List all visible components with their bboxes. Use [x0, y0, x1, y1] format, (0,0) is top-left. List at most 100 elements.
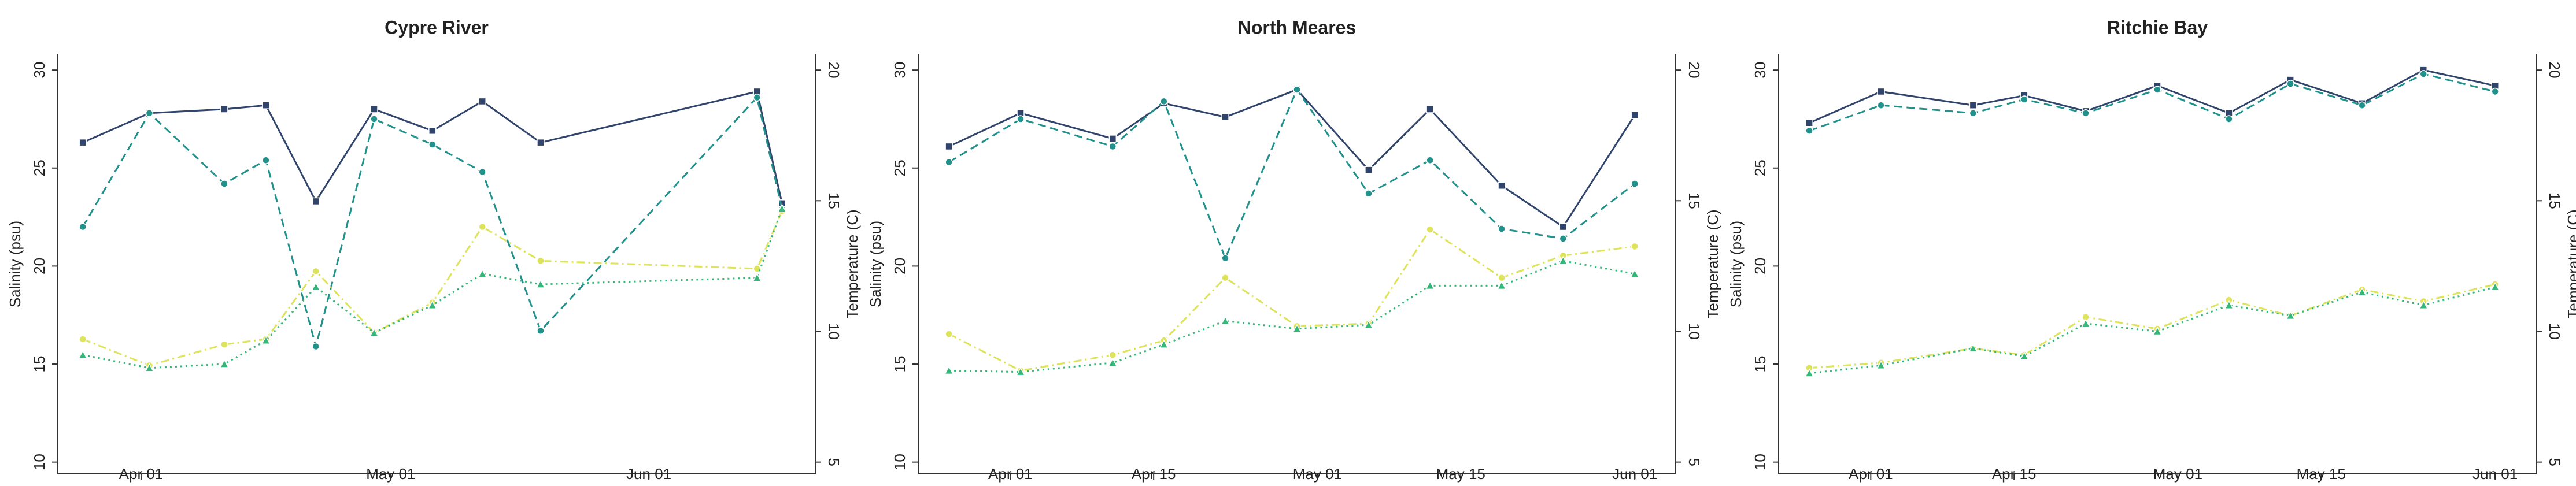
point — [1498, 273, 1506, 282]
point — [1220, 316, 1230, 325]
y2-tick-label: 20 — [2546, 62, 2563, 79]
point — [1631, 111, 1639, 119]
point — [2225, 115, 2233, 123]
point — [77, 350, 88, 359]
point — [478, 168, 486, 176]
point — [1804, 368, 1814, 377]
point — [2080, 318, 2091, 328]
point — [1876, 360, 1886, 370]
point — [1426, 156, 1434, 164]
point — [944, 365, 954, 375]
point — [145, 363, 154, 372]
y2-axis-label: Temperature (C) — [844, 209, 861, 318]
x-tick-label: May 01 — [2153, 465, 2202, 483]
point — [79, 335, 87, 343]
chart-title: North Meares — [1238, 17, 1357, 38]
x-tick-label: Apr 01 — [988, 465, 1033, 483]
y-tick-label: 25 — [31, 159, 48, 176]
point — [945, 158, 953, 166]
x-tick-label: May 01 — [1293, 465, 1342, 483]
x-tick-label: May 15 — [2297, 465, 2346, 483]
point — [79, 138, 87, 147]
y-tick-label: 15 — [31, 356, 48, 373]
y2-tick-label: 20 — [825, 62, 842, 79]
point — [1293, 86, 1301, 94]
y2-tick-label: 5 — [2546, 458, 2563, 466]
x-tick-label: Apr 15 — [1132, 465, 1176, 483]
point — [1017, 115, 1025, 123]
y-tick-label: 25 — [891, 159, 908, 176]
series-line — [1809, 69, 2496, 124]
point — [1969, 101, 1978, 109]
point — [535, 279, 546, 288]
point — [2153, 86, 2161, 94]
point — [537, 138, 545, 147]
x-tick-label: Jun 01 — [2472, 465, 2518, 483]
point — [1365, 190, 1373, 198]
series-line — [1809, 73, 2496, 132]
point — [1805, 127, 1813, 135]
point — [1877, 87, 1885, 96]
y-tick-label: 15 — [891, 356, 908, 373]
y2-tick-label: 10 — [825, 323, 842, 340]
point — [1496, 280, 1507, 290]
point — [1363, 320, 1374, 329]
point — [2019, 351, 2030, 361]
point — [537, 327, 545, 335]
point — [2419, 70, 2428, 78]
point — [2152, 326, 2163, 336]
point — [427, 300, 438, 309]
x-tick-label: Jun 01 — [626, 465, 671, 483]
point — [1426, 105, 1434, 113]
point — [1108, 351, 1117, 359]
point — [1877, 101, 1885, 109]
series-line — [1809, 283, 2496, 369]
point — [2224, 300, 2234, 309]
point — [2285, 310, 2296, 320]
point — [1221, 254, 1229, 262]
point — [1498, 225, 1506, 233]
point — [1292, 324, 1302, 333]
series-line — [1809, 286, 2496, 374]
series-line — [948, 228, 1635, 372]
y-axis-label: Salinity (psu) — [6, 221, 24, 307]
point — [312, 342, 320, 351]
point — [145, 109, 154, 117]
y2-tick-label: 15 — [1686, 192, 1703, 209]
point — [1629, 269, 1640, 278]
point — [262, 156, 270, 164]
point — [2082, 109, 2090, 117]
chart-title: Cypre River — [385, 17, 489, 38]
point — [1159, 339, 1169, 348]
y-tick-label: 30 — [31, 62, 48, 79]
y2-tick-label: 5 — [1686, 458, 1703, 466]
x-tick-label: Apr 15 — [1992, 465, 2037, 483]
point — [1108, 142, 1117, 151]
point — [537, 257, 545, 265]
point — [2020, 95, 2028, 103]
y-tick-label: 30 — [891, 62, 908, 79]
point — [312, 267, 320, 276]
point — [478, 222, 486, 231]
point — [1969, 109, 1978, 117]
y-tick-label: 30 — [1751, 62, 1769, 79]
point — [1365, 166, 1373, 174]
point — [370, 115, 378, 123]
series-line — [949, 259, 1635, 373]
point — [1805, 118, 1813, 127]
y2-tick-label: 10 — [1686, 323, 1703, 340]
point — [1558, 255, 1568, 265]
point — [311, 281, 321, 291]
point — [777, 203, 787, 213]
point — [312, 197, 320, 206]
point — [1559, 222, 1568, 231]
point — [1426, 225, 1434, 233]
x-tick-label: Apr 01 — [1849, 465, 1893, 483]
y2-tick-label: 15 — [825, 192, 842, 209]
x-tick-label: May 01 — [366, 465, 415, 483]
y-tick-label: 20 — [31, 258, 48, 274]
point — [2419, 300, 2429, 309]
point — [945, 330, 953, 338]
